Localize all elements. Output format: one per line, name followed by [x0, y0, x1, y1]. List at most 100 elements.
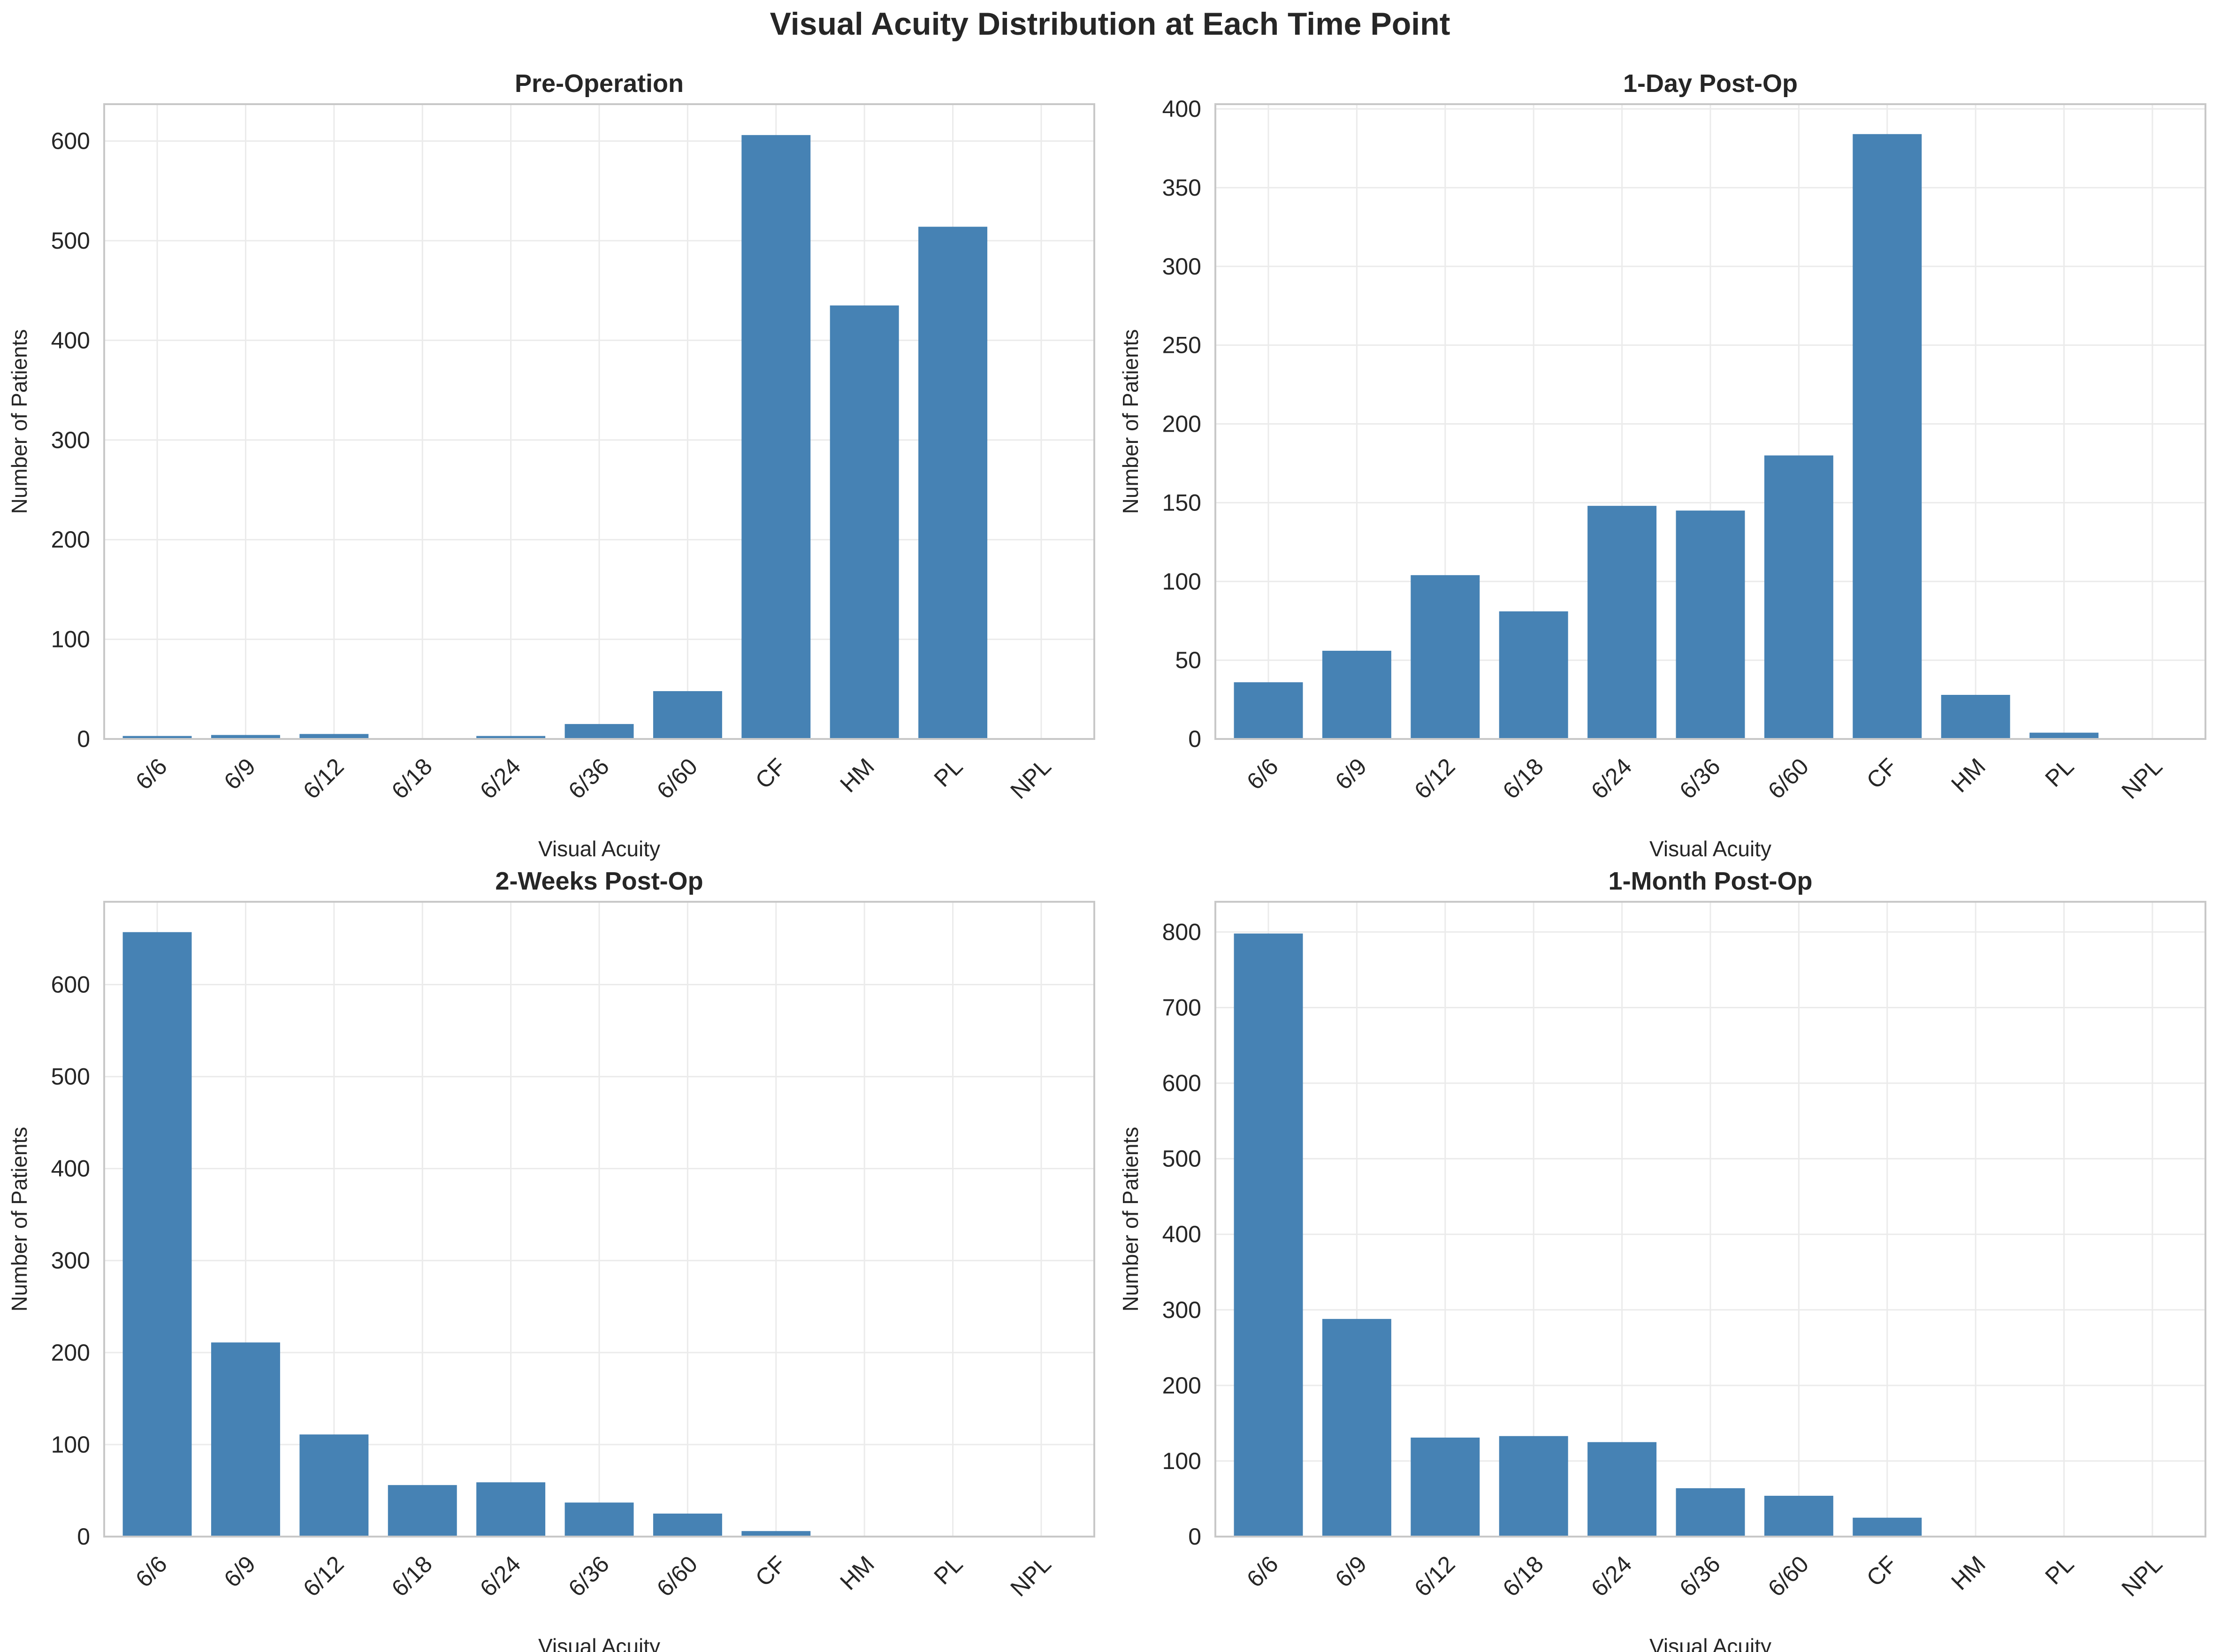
x-tick-label: 6/36 — [563, 1551, 614, 1601]
bar-pl — [918, 227, 988, 739]
x-tick-label: 6/60 — [1763, 753, 1814, 804]
plot-frame — [103, 103, 1095, 740]
x-tick-label: 6/24 — [475, 753, 526, 804]
x-axis-label: Visual Acuity — [538, 1634, 660, 1652]
x-tick-label: 6/24 — [475, 1551, 526, 1601]
x-tick-label: NPL — [1005, 1551, 1056, 1601]
x-tick-label: 6/24 — [1586, 753, 1637, 804]
y-tick-label: 300 — [51, 1248, 90, 1274]
bar-6-12 — [299, 1434, 369, 1537]
bar-6-9 — [211, 1342, 280, 1537]
x-axis-label: Visual Acuity — [1649, 1634, 1771, 1652]
bar-6-6 — [1234, 933, 1303, 1537]
x-tick-label: CF — [1861, 753, 1902, 794]
bar-6-6 — [1234, 682, 1303, 739]
y-tick-label: 0 — [1188, 1523, 1201, 1550]
x-tick-label: NPL — [2116, 753, 2167, 804]
y-axis-label: Number of Patients — [1118, 329, 1143, 514]
bar-6-9 — [1322, 650, 1391, 739]
y-tick-label: 0 — [1188, 726, 1201, 752]
bar-6-24 — [476, 736, 546, 739]
x-tick-label: NPL — [1005, 753, 1056, 804]
x-tick-label: 6/6 — [1242, 1551, 1283, 1592]
panel-title: 2-Weeks Post-Op — [495, 867, 703, 895]
x-tick-label: 6/12 — [1409, 753, 1460, 804]
bar-6-18 — [1499, 1436, 1568, 1537]
bar-cf — [741, 135, 811, 739]
bar-6-18 — [388, 1485, 457, 1537]
x-tick-label: 6/9 — [219, 753, 260, 795]
bar-cf — [1853, 1517, 1922, 1537]
y-tick-label: 400 — [1162, 1221, 1201, 1248]
x-tick-label: CF — [750, 753, 791, 794]
x-tick-label: 6/18 — [1498, 753, 1549, 804]
x-tick-label: 6/60 — [1763, 1551, 1814, 1601]
bar-6-60 — [1764, 1496, 1833, 1537]
bar-6-12 — [299, 734, 369, 739]
x-tick-label: HM — [835, 1551, 879, 1595]
panel-title: Pre-Operation — [515, 69, 684, 98]
panel-1-month-post-op: 0 100 200 300 400 500 600 700 800 6/6 6/9 6/12 6/18 6… — [1118, 867, 2206, 1652]
y-tick-label: 300 — [51, 427, 90, 453]
bar-hm — [830, 305, 899, 739]
plot-frame — [1214, 103, 2206, 740]
y-tick-label: 350 — [1162, 175, 1201, 201]
x-axis-label: Visual Acuity — [538, 837, 660, 861]
y-tick-label: 200 — [51, 526, 90, 553]
x-tick-label: HM — [1946, 1551, 1991, 1595]
y-tick-label: 0 — [77, 726, 90, 752]
x-tick-label: 6/36 — [1674, 1551, 1725, 1601]
plot-frame — [103, 901, 1095, 1538]
y-tick-label: 400 — [51, 327, 90, 353]
x-tick-label: 6/9 — [219, 1551, 260, 1592]
figure-title: Visual Acuity Distribution at Each Time … — [770, 6, 1450, 42]
y-tick-label: 150 — [1162, 489, 1201, 516]
y-tick-label: 300 — [1162, 253, 1201, 280]
y-tick-label: 300 — [1162, 1297, 1201, 1323]
y-tick-label: 200 — [1162, 1372, 1201, 1399]
x-tick-label: 6/12 — [1409, 1551, 1460, 1601]
y-tick-label: 250 — [1162, 332, 1201, 358]
bar-6-36 — [565, 724, 634, 739]
panel-2-weeks-post-op: 0 100 200 300 400 500 600 6/6 6/9 6/12 6/18 6/24 6/3… — [7, 867, 1095, 1652]
y-tick-label: 600 — [51, 128, 90, 154]
y-tick-label: 200 — [1162, 411, 1201, 437]
panel-pre-operation: 0 100 200 300 400 500 600 6/6 6/9 6/12 6/18 6/24 6/3… — [7, 69, 1095, 861]
bar-6-6 — [122, 736, 192, 739]
x-tick-label: 6/12 — [298, 1551, 349, 1601]
x-tick-label: 6/6 — [130, 1551, 172, 1592]
x-tick-label: HM — [1946, 753, 1991, 798]
bar-6-6 — [122, 932, 192, 1537]
x-tick-label: 6/18 — [387, 1551, 437, 1601]
x-tick-label: 6/18 — [387, 753, 437, 804]
y-tick-label: 600 — [1162, 1070, 1201, 1096]
bar-hm — [1941, 694, 2010, 739]
y-axis-label: Number of Patients — [7, 1127, 31, 1312]
x-tick-label: PL — [929, 1551, 968, 1590]
y-tick-label: 500 — [51, 1064, 90, 1090]
y-tick-label: 100 — [1162, 568, 1201, 594]
x-tick-label: NPL — [2116, 1551, 2167, 1601]
x-tick-label: 6/60 — [652, 1551, 702, 1601]
bar-6-9 — [211, 735, 280, 739]
panel-title: 1-Month Post-Op — [1609, 867, 1813, 895]
bar-6-9 — [1322, 1319, 1391, 1537]
bar-6-24 — [1587, 506, 1657, 739]
y-tick-label: 400 — [1162, 96, 1201, 122]
y-tick-label: 800 — [1162, 919, 1201, 945]
bar-6-36 — [1676, 1488, 1745, 1537]
bar-6-18 — [1499, 611, 1568, 739]
plot-frame — [1214, 901, 2206, 1538]
bar-pl — [2029, 732, 2099, 739]
x-tick-label: 6/12 — [298, 753, 349, 804]
bar-6-60 — [653, 691, 722, 739]
bar-6-60 — [653, 1513, 722, 1537]
x-tick-label: 6/18 — [1498, 1551, 1549, 1601]
x-tick-label: 6/6 — [1242, 753, 1283, 795]
x-tick-label: 6/9 — [1330, 753, 1372, 795]
bar-6-36 — [565, 1502, 634, 1537]
y-tick-label: 100 — [51, 1431, 90, 1458]
x-tick-label: CF — [750, 1551, 791, 1591]
bar-6-12 — [1411, 1437, 1480, 1537]
